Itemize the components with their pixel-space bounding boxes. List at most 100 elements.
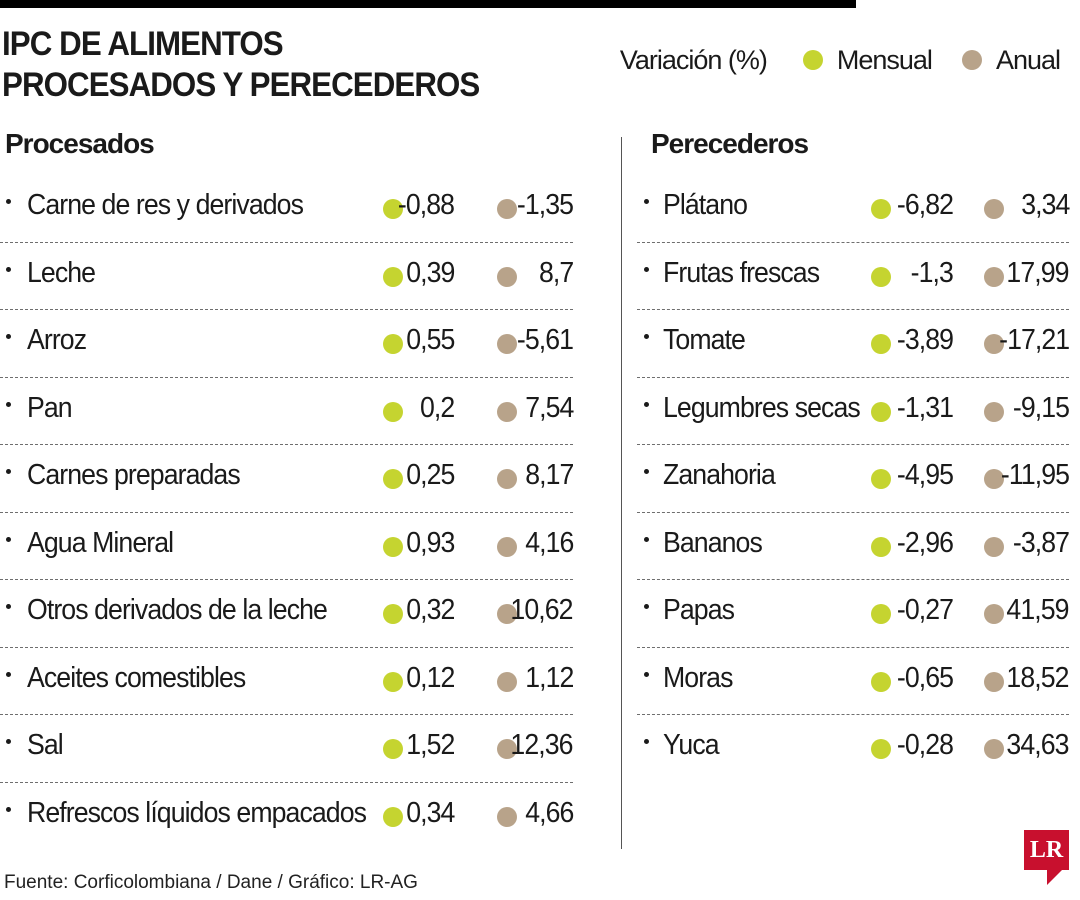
mensual-dot-icon (871, 199, 891, 219)
anual-value: -1,35 (516, 189, 574, 221)
anual-value: 18,52 (1006, 661, 1070, 694)
mensual-dot-icon (871, 401, 891, 422)
mensual-value: 0,2 (419, 391, 455, 424)
row-label: Arroz (27, 324, 87, 356)
legend-label: Variación (%) (619, 44, 768, 75)
mensual-dot-icon (383, 469, 403, 489)
table-row: Arroz 0,55 -5,61 (0, 310, 574, 378)
bullet-icon (644, 401, 649, 407)
table-row: Agua Mineral 0,93 4,16 (0, 513, 574, 580)
table-row: Moras -0,65 18,52 (637, 648, 1070, 715)
anual-dot-icon (497, 671, 517, 692)
legend-item-mensual: Mensual (802, 45, 933, 76)
bullet-icon (6, 401, 11, 407)
table-row: Bananos -2,96 -3,87 (637, 513, 1070, 580)
mensual-dot-icon (871, 536, 891, 557)
bullet-icon (6, 604, 11, 609)
mensual-value: -0,88 (397, 189, 455, 221)
mensual-dot-icon (871, 266, 891, 287)
top-rule (0, 0, 856, 8)
mensual-dot-icon (871, 739, 891, 759)
anual-dot-icon (497, 604, 517, 624)
source-note: Fuente: Corficolombiana / Dane / Gráfico… (4, 872, 418, 893)
table-row: Yuca -0,28 34,63 (637, 715, 1070, 783)
mensual-value: -0,27 (896, 594, 954, 626)
bullet-icon (6, 671, 11, 677)
column-divider (621, 137, 622, 849)
mensual-dot-icon (383, 604, 403, 624)
anual-value: 12,36 (510, 729, 574, 761)
lr-logo-tail (1047, 869, 1063, 885)
anual-dot-icon (984, 739, 1004, 759)
bullet-icon (6, 536, 11, 542)
bullet-icon (644, 199, 649, 204)
table-row: Legumbres secas -1,31 -9,15 (637, 378, 1070, 445)
mensual-value: 0,32 (405, 594, 455, 626)
table-row: Tomate -3,89 -17,21 (637, 310, 1070, 378)
anual-value: 17,99 (1006, 256, 1070, 289)
mensual-value: 0,93 (405, 526, 455, 559)
anual-value: 7,54 (524, 391, 574, 424)
anual-dot-icon (984, 401, 1004, 422)
bullet-icon (644, 739, 649, 744)
row-label: Bananos (663, 526, 763, 559)
mensual-value: -0,28 (896, 729, 954, 761)
mensual-value: 0,39 (405, 256, 455, 289)
row-label: Yuca (663, 729, 720, 761)
row-label: Refrescos líquidos empacados (27, 796, 367, 829)
mensual-dot-icon (383, 266, 403, 287)
bullet-icon (644, 671, 649, 677)
bullet-icon (644, 266, 649, 272)
row-label: Aceites comestibles (27, 661, 246, 694)
mensual-dot-icon (383, 334, 403, 354)
group-heading-perecederos: Perecederos (651, 128, 809, 159)
legend-label-anual: Anual (995, 44, 1061, 75)
row-label: Tomate (663, 324, 746, 356)
anual-value: -3,87 (1012, 526, 1070, 559)
anual-dot-icon (497, 199, 517, 219)
anual-dot-icon (984, 536, 1004, 557)
anual-dot-icon (497, 536, 517, 557)
anual-value: 3,34 (1020, 189, 1070, 221)
row-label: Otros derivados de la leche (27, 594, 328, 626)
mensual-dot-icon (383, 401, 403, 422)
table-row: Leche 0,39 8,7 (0, 243, 574, 310)
anual-dot-icon (984, 199, 1004, 219)
mensual-dot-icon (383, 739, 403, 759)
anual-dot-icon (497, 469, 517, 489)
mensual-value: -1,31 (896, 391, 954, 424)
table-row: Pan 0,2 7,54 (0, 378, 574, 445)
table-row: Papas -0,27 41,59 (637, 580, 1070, 648)
row-label: Papas (663, 594, 735, 626)
table-row: Sal 1,52 12,36 (0, 715, 574, 783)
row-label: Plátano (663, 189, 748, 221)
bullet-icon (6, 334, 11, 339)
anual-dot-icon (497, 806, 517, 827)
table-row: Refrescos líquidos empacados 0,34 4,66 (0, 783, 574, 851)
table-row: Carnes preparadas 0,25 8,17 (0, 445, 574, 513)
mensual-dot-icon (871, 604, 891, 624)
mensual-dot-icon (383, 806, 403, 827)
anual-value: 4,66 (524, 796, 574, 829)
anual-value: -11,95 (1000, 459, 1070, 491)
perecederos-table: Plátano -6,82 3,34 Frutas frescas -1,3 17,99 T… (637, 175, 1070, 783)
anual-dot-icon (497, 334, 517, 354)
legend-item-anual: Anual (961, 44, 1061, 76)
legend-dot-anual-icon (961, 50, 982, 70)
mensual-dot-icon (383, 199, 403, 219)
anual-value: 10,62 (510, 594, 574, 626)
mensual-value: 0,12 (405, 661, 455, 694)
bullet-icon (6, 199, 11, 204)
anual-dot-icon (497, 401, 517, 422)
anual-value: -17,21 (998, 324, 1070, 356)
anual-dot-icon (497, 266, 517, 287)
table-row: Plátano -6,82 3,34 (637, 175, 1070, 243)
group-heading-procesados: Procesados (5, 128, 155, 159)
anual-value: 41,59 (1006, 594, 1070, 626)
anual-value: -9,15 (1012, 391, 1070, 424)
anual-value: 34,63 (1006, 729, 1070, 761)
legend-dot-mensual-icon (802, 50, 823, 70)
title-line-2: PROCESADOS Y PERECEDEROS (2, 66, 480, 104)
mensual-value: 0,55 (405, 324, 455, 356)
legend: Variación (%) Mensual Anual (619, 40, 1061, 80)
